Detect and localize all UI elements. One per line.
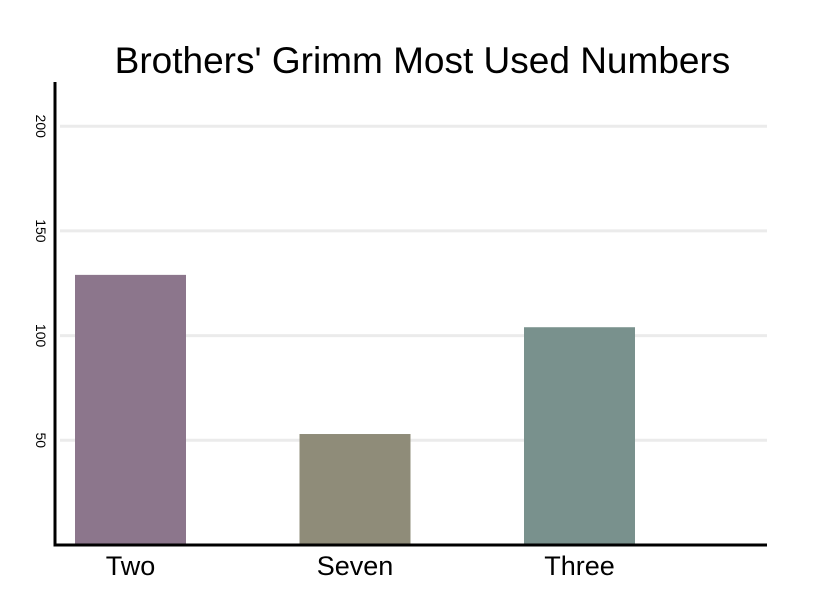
x-tick-label: Two — [106, 551, 156, 581]
bar-two — [75, 274, 186, 545]
x-tick-label: Seven — [317, 551, 394, 581]
axes — [53, 82, 767, 547]
y-tick-label: 100 — [33, 324, 49, 348]
y-tick-label: 150 — [33, 219, 49, 243]
chart-title: Brothers' Grimm Most Used Numbers — [114, 40, 731, 81]
bar-seven — [299, 434, 411, 545]
x-tick-label: Three — [544, 551, 615, 581]
bars — [75, 274, 635, 545]
y-tick-label: 50 — [33, 433, 49, 449]
tick-labels: 50 100 150 200 Two Seven Three — [33, 115, 615, 581]
y-tick-label: 200 — [33, 115, 49, 139]
bar-three — [524, 327, 635, 545]
